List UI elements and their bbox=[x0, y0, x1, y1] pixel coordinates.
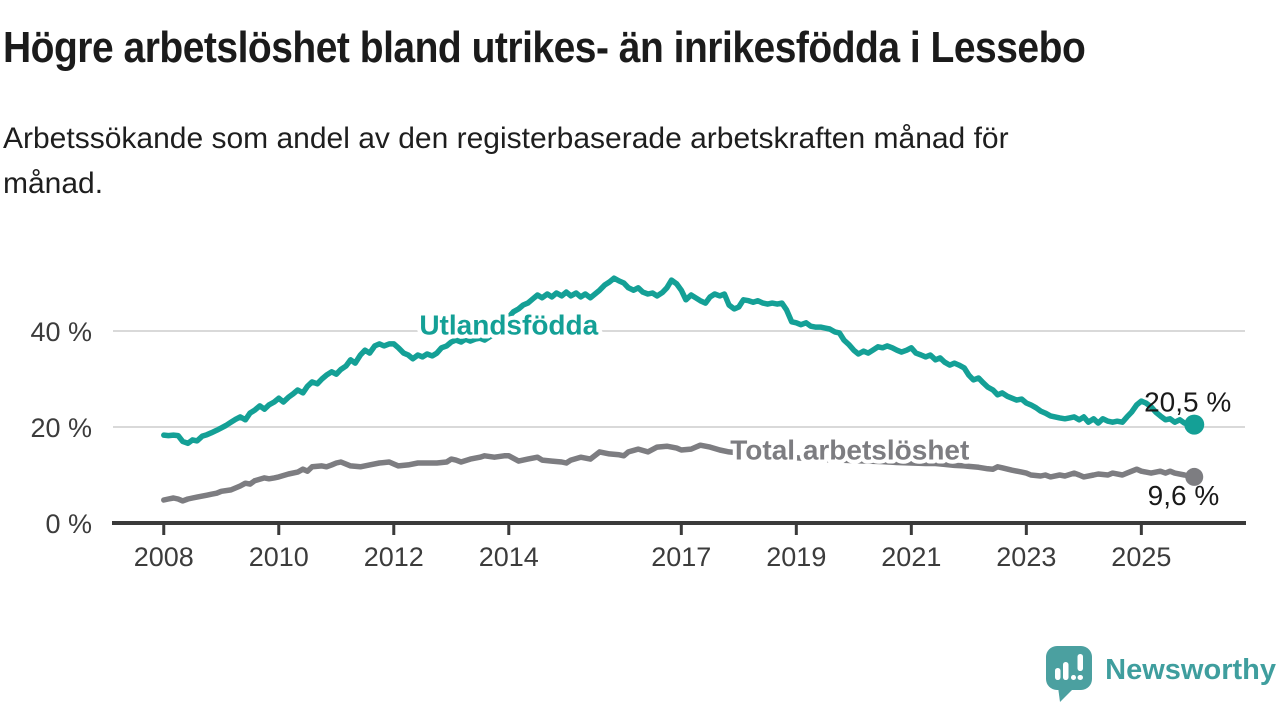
series-label: Utlandsfödda bbox=[419, 310, 598, 341]
newsworthy-wordmark: Newsworthy bbox=[1105, 653, 1276, 686]
chart-title: Högre arbetslöshet bland utrikes- än inr… bbox=[3, 24, 1086, 73]
x-tick-label: 2019 bbox=[766, 542, 826, 572]
newsworthy-logo-icon bbox=[1046, 646, 1093, 702]
logo-bubble-tail bbox=[1058, 687, 1076, 702]
chart-subtitle-line-1: Arbetssökande som andel av den registerb… bbox=[3, 122, 1009, 155]
logo-bar-chart-icon bbox=[1055, 654, 1084, 680]
logo-bubble bbox=[1046, 646, 1093, 690]
series-end-value-label: 20,5 % bbox=[1144, 387, 1231, 418]
x-tick-label: 2023 bbox=[996, 542, 1056, 572]
series-end-value-label: 9,6 % bbox=[1148, 480, 1220, 511]
chart-subtitle: Arbetssökande som andel av den registerb… bbox=[3, 116, 1009, 206]
x-tick-label: 2010 bbox=[249, 542, 309, 572]
series-end-dot bbox=[1185, 467, 1204, 486]
x-tick-label: 2025 bbox=[1111, 542, 1171, 572]
chart-subtitle-line-2: månad. bbox=[3, 167, 104, 200]
y-tick-label: 20 % bbox=[30, 413, 92, 443]
y-tick-label: 0 % bbox=[45, 509, 92, 539]
series-line bbox=[161, 442, 1197, 504]
x-tick-label: 2008 bbox=[134, 542, 194, 572]
series-line bbox=[161, 275, 1197, 447]
x-tick-label: 2014 bbox=[479, 542, 539, 572]
newsworthy-logo: Newsworthy bbox=[1045, 646, 1276, 702]
x-tick-label: 2021 bbox=[881, 542, 941, 572]
series-label: Total arbetslöshet bbox=[730, 435, 969, 466]
y-tick-label: 40 % bbox=[30, 317, 92, 347]
x-tick-label: 2017 bbox=[651, 542, 711, 572]
x-tick-label: 2012 bbox=[364, 542, 424, 572]
series-end-dot bbox=[1184, 414, 1205, 435]
